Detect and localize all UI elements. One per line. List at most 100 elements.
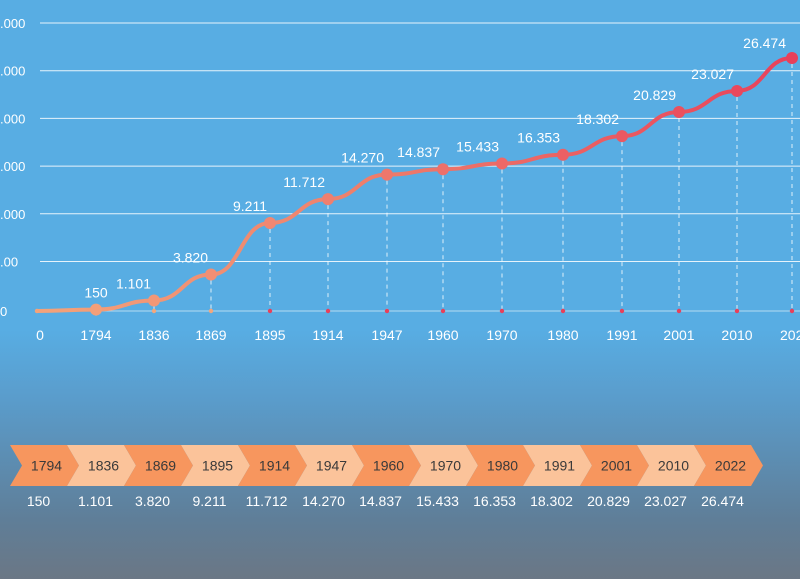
data-label: 14.837 <box>397 144 440 160</box>
timeline-chevron <box>352 445 421 486</box>
timeline-chevron <box>181 445 250 486</box>
baseline-marker <box>560 308 566 314</box>
timeline-chevron <box>295 445 364 486</box>
y-tick-label: .000 <box>0 64 25 79</box>
timeline-value: 16.353 <box>473 493 516 509</box>
timeline-chevron <box>523 445 592 486</box>
x-tick-label: 1970 <box>486 327 517 343</box>
timeline-year: 2022 <box>715 458 746 474</box>
y-tick-label: .000 <box>0 207 25 222</box>
baseline-marker <box>499 308 505 314</box>
x-tick-label: 1895 <box>254 327 285 343</box>
y-axis-ticks: .000.000.000.000.000.000 <box>0 16 25 319</box>
timeline-year: 1914 <box>259 458 290 474</box>
x-tick-label: 1914 <box>312 327 343 343</box>
x-tick-label: 1960 <box>427 327 458 343</box>
timeline-chevron <box>466 445 535 486</box>
data-label: 15.433 <box>456 139 499 155</box>
data-point <box>557 148 569 161</box>
timeline-year: 1895 <box>202 458 233 474</box>
x-tick-label: 1869 <box>195 327 226 343</box>
x-tick-label: 1947 <box>371 327 402 343</box>
data-label: 26.474 <box>743 35 786 51</box>
data-label: 3.820 <box>173 249 208 265</box>
timeline-year: 2001 <box>601 458 632 474</box>
timeline-value: 23.027 <box>644 493 687 509</box>
timeline-value: 14.270 <box>302 493 345 509</box>
timeline-chevron <box>238 445 307 486</box>
x-tick-label: 0 <box>36 327 44 343</box>
timeline-value: 14.837 <box>359 493 402 509</box>
chart-grid <box>37 22 800 312</box>
data-label: 1.101 <box>116 275 151 291</box>
baseline-marker <box>151 308 157 314</box>
baseline-marker <box>325 308 331 314</box>
data-points <box>90 52 798 316</box>
timeline-value: 26.474 <box>701 493 744 509</box>
timeline-year: 1970 <box>430 458 461 474</box>
drop-lines <box>34 64 795 316</box>
timeline-value: 20.829 <box>587 493 630 509</box>
data-point <box>381 168 393 181</box>
timeline-year: 1980 <box>487 458 518 474</box>
timeline-year: 1836 <box>88 458 119 474</box>
data-point <box>264 216 276 229</box>
baseline-marker <box>734 308 740 314</box>
x-axis-ticks: 0 1794 1836 1869 1895 1914 1947 1960 1970 1980 199… <box>36 327 800 343</box>
x-tick-label: 202 <box>780 327 800 343</box>
baseline-marker <box>440 308 446 314</box>
y-tick-label: 0 <box>0 304 7 319</box>
timeline-chevron <box>409 445 478 486</box>
x-tick-label: 1794 <box>80 327 111 343</box>
x-tick-label: 1980 <box>547 327 578 343</box>
timeline-value: 3.820 <box>134 493 171 509</box>
x-tick-label: 1991 <box>606 327 637 343</box>
data-label: 9.211 <box>233 198 267 214</box>
timeline-year: 2010 <box>658 458 689 474</box>
data-label: 150 <box>84 285 108 301</box>
timeline-value: 18.302 <box>530 493 573 509</box>
data-point <box>673 105 685 118</box>
baseline-marker <box>384 308 390 314</box>
timeline-year: 1869 <box>145 458 176 474</box>
data-label: 18.302 <box>576 111 619 127</box>
data-label: 20.829 <box>633 87 676 103</box>
data-point <box>90 303 102 316</box>
timeline-year: 1794 <box>31 458 62 474</box>
data-point <box>496 157 508 170</box>
timeline-year: 1991 <box>544 458 575 474</box>
y-tick-label: .000 <box>0 159 25 174</box>
data-point <box>322 193 334 206</box>
timeline-value: 15.433 <box>416 493 459 509</box>
x-tick-label: 1836 <box>138 327 169 343</box>
data-label: 16.353 <box>517 130 560 146</box>
data-point <box>205 268 217 281</box>
baseline-marker <box>619 308 625 314</box>
timeline-chevron <box>580 445 649 486</box>
y-tick-label: .000 <box>0 111 25 126</box>
baseline-marker <box>789 308 795 314</box>
data-point <box>616 130 628 143</box>
x-tick-label: 2001 <box>663 327 694 343</box>
data-label: 23.027 <box>691 66 734 82</box>
timeline-chevron <box>10 445 79 486</box>
population-line-chart: .000.000.000.000.000.000 1501.1013.8209.… <box>0 16 800 343</box>
timeline-value: 9.211 <box>192 493 227 509</box>
timeline-chevron <box>124 445 193 486</box>
baseline-marker <box>676 308 682 314</box>
timeline-year: 1960 <box>373 458 404 474</box>
timeline-chevron <box>694 445 763 486</box>
y-tick-label: .000 <box>0 16 25 31</box>
timeline-value: 1.101 <box>77 493 114 509</box>
data-label: 14.270 <box>341 150 384 166</box>
data-point <box>437 163 449 176</box>
x-tick-label: 2010 <box>721 327 752 343</box>
data-labels: 150 1.101 3.820 9.211 11.712 14.270 14.837 15.4… <box>84 35 786 301</box>
timeline-value: 11.712 <box>245 493 288 509</box>
timeline-year: 1947 <box>316 458 347 474</box>
data-point <box>148 294 160 307</box>
data-point <box>731 84 743 97</box>
baseline-marker <box>267 308 273 314</box>
timeline-value: 150 <box>26 493 51 509</box>
data-point <box>786 52 798 64</box>
